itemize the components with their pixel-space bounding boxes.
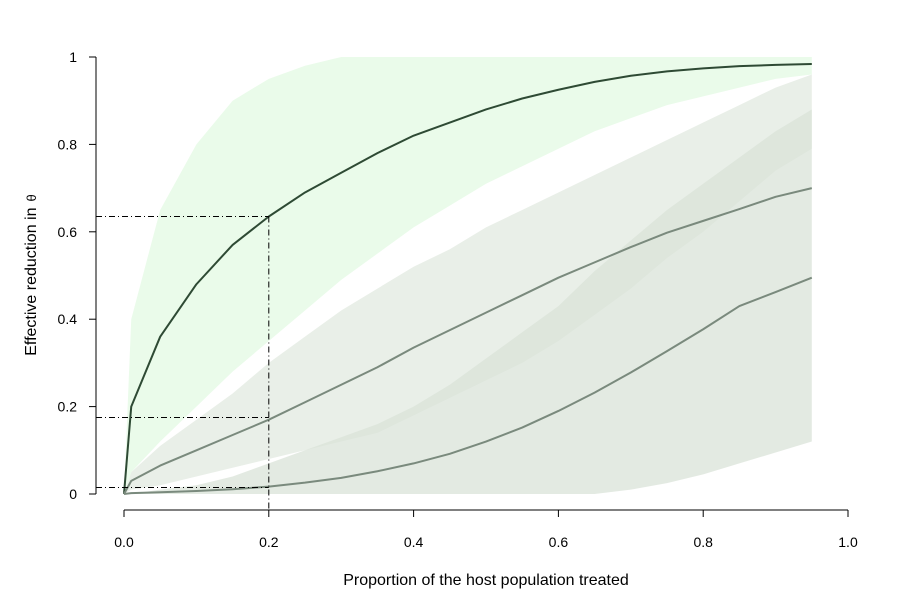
y-tick-label: 1 (69, 49, 77, 65)
confidence-band-3 (124, 109, 812, 494)
y-axis-title-text: Effective reduction in (23, 208, 40, 356)
x-tick-label: 0.2 (259, 534, 279, 550)
y-tick-label: 0.6 (58, 224, 78, 240)
series-line-2 (123, 187, 813, 495)
y-tick-label: 0.8 (58, 136, 78, 152)
confidence-band-1 (124, 57, 812, 494)
reference-lines (96, 216, 270, 510)
series-lines (123, 62, 813, 495)
x-tick-label: 0.4 (404, 534, 424, 550)
confidence-bands (124, 57, 812, 494)
x-tick-label: 1.0 (838, 534, 858, 550)
x-axis-title: Proportion of the host population treate… (343, 572, 629, 589)
y-tick-label: 0.2 (58, 399, 78, 415)
confidence-band-2 (124, 74, 812, 494)
y-axis: 0 0.2 0.4 0.6 0.8 1 (58, 49, 97, 502)
series-line-3 (123, 276, 813, 495)
x-tick-label: 0.0 (114, 534, 134, 550)
y-tick-label: 0 (69, 486, 77, 502)
y-axis-title: Effective reduction in θ (23, 194, 40, 355)
theta-symbol: θ (24, 194, 39, 201)
y-tick-label: 0.4 (58, 311, 78, 327)
series-line-1 (123, 62, 812, 495)
x-tick-label: 0.6 (549, 534, 569, 550)
x-axis: 0.0 0.2 0.4 0.6 0.8 1.0 (114, 509, 858, 550)
x-tick-label: 0.8 (693, 534, 713, 550)
